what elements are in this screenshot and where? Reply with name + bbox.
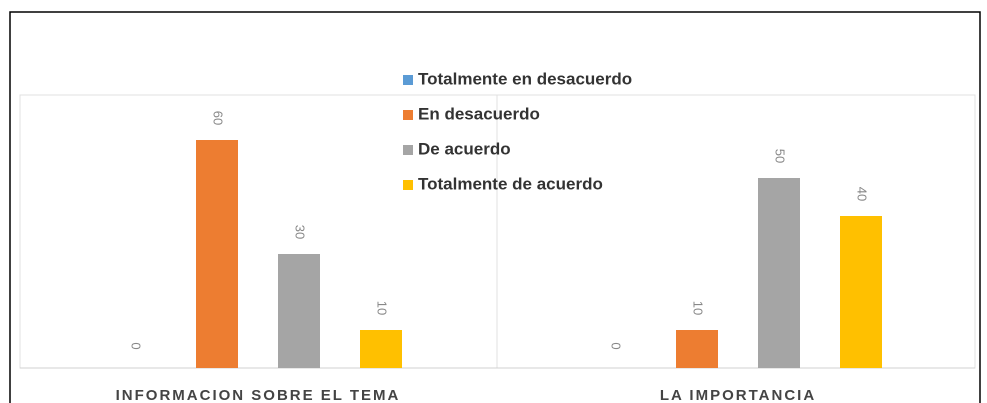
bar bbox=[758, 178, 800, 368]
value-label: 0 bbox=[129, 342, 144, 349]
legend-label: De acuerdo bbox=[418, 139, 511, 158]
legend-label: En desacuerdo bbox=[418, 104, 540, 123]
bar bbox=[196, 140, 238, 368]
x-tick-label: INFORMACION SOBRE EL TEMA bbox=[116, 387, 401, 403]
x-tick-label: LA IMPORTANCIA bbox=[660, 387, 816, 403]
bar bbox=[840, 216, 882, 368]
legend-marker bbox=[403, 145, 413, 155]
value-label: 0 bbox=[609, 342, 624, 349]
legend-label: Totalmente de acuerdo bbox=[418, 174, 603, 193]
legend-marker bbox=[403, 110, 413, 120]
value-label: 10 bbox=[691, 301, 706, 315]
legend-marker bbox=[403, 75, 413, 85]
value-label: 10 bbox=[375, 301, 390, 315]
value-label: 40 bbox=[855, 187, 870, 201]
value-label: 50 bbox=[773, 149, 788, 163]
legend-marker bbox=[403, 180, 413, 190]
legend-label: Totalmente en desacuerdo bbox=[418, 69, 632, 88]
frame bbox=[9, 11, 981, 403]
bar bbox=[676, 330, 718, 368]
value-label: 60 bbox=[211, 111, 226, 125]
value-label: 30 bbox=[293, 225, 308, 239]
bar bbox=[278, 254, 320, 368]
bar bbox=[360, 330, 402, 368]
